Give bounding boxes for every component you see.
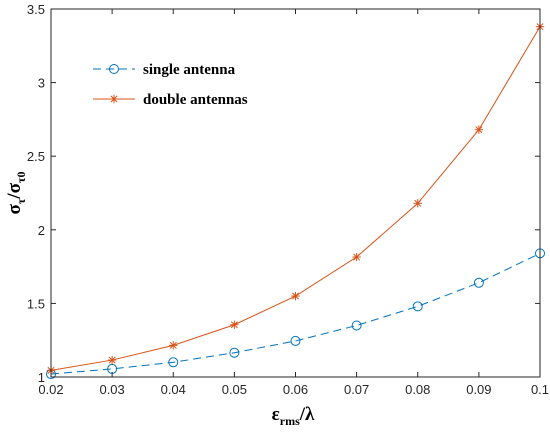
data-point-asterisk xyxy=(230,320,239,329)
y-axis-label: στ/στ0 xyxy=(4,171,28,214)
asterisk-stroke xyxy=(108,356,116,364)
asterisk-stroke xyxy=(475,126,483,134)
y-label-slash: / xyxy=(4,193,25,200)
x-label-epsilon: ε xyxy=(272,404,280,425)
legend-label-double: double antennas xyxy=(143,92,248,108)
data-point-circle xyxy=(351,320,362,331)
y-tick-label: 3.5 xyxy=(27,2,45,17)
y-tick-label: 2.5 xyxy=(27,149,45,164)
x-tick-label: 0.02 xyxy=(38,382,63,397)
asterisk-stroke xyxy=(291,292,300,300)
legend-marker-circle-icon xyxy=(109,64,119,74)
data-point-circle xyxy=(229,347,240,358)
data-point-circle xyxy=(290,335,301,346)
legend-label-single: single antenna xyxy=(143,62,236,78)
series-double-antennas xyxy=(46,22,545,375)
data-point-asterisk xyxy=(413,199,422,208)
x-tick-label: 0.03 xyxy=(99,382,124,397)
x-tick-label: 0.09 xyxy=(466,382,491,397)
x-label-sub: rms xyxy=(280,414,300,428)
ticks-layer: 0.02 0.03 0.04 0.05 0.06 0.07 0.08 0.09 0.1 1 1.5 2… xyxy=(27,2,549,397)
y-label-sub-1: τ xyxy=(14,198,28,204)
legend-marker-asterisk-icon xyxy=(109,94,119,104)
data-point-asterisk xyxy=(291,291,300,301)
data-point-asterisk xyxy=(107,355,117,365)
asterisk-stroke xyxy=(169,341,177,349)
y-tick-label: 1 xyxy=(38,370,45,385)
series-line xyxy=(50,252,541,375)
x-tick-label: 0.05 xyxy=(222,382,247,397)
x-tick-label: 0.07 xyxy=(344,382,369,397)
asterisk-stroke xyxy=(353,253,361,261)
y-tick-label: 3 xyxy=(38,76,45,91)
asterisk-stroke xyxy=(414,199,422,207)
x-tick-label: 0.08 xyxy=(405,382,430,397)
y-tick-label: 2 xyxy=(38,223,45,238)
data-point-circle xyxy=(168,357,179,368)
x-label-tail: /λ xyxy=(299,404,315,425)
x-tick-label: 0.1 xyxy=(531,382,549,397)
data-point-asterisk xyxy=(352,252,361,262)
legend-circle xyxy=(109,64,119,74)
x-axis-label: εrms/λ xyxy=(272,404,315,428)
x-tick-label: 0.04 xyxy=(161,382,186,397)
legend: single antenna double antennas xyxy=(93,62,248,108)
legend-asterisk xyxy=(109,94,119,104)
data-point-circle xyxy=(473,277,484,288)
x-tick-label: 0.06 xyxy=(283,382,308,397)
y-label-sigma-1: σ xyxy=(4,204,25,215)
data-point-asterisk xyxy=(169,341,178,350)
y-tick-label: 1.5 xyxy=(27,296,45,311)
asterisk-stroke xyxy=(110,95,118,103)
plot-area xyxy=(51,9,540,377)
y-label-sigma-2: σ xyxy=(4,182,25,193)
asterisk-stroke xyxy=(230,321,238,329)
y-label-sub-2: τ0 xyxy=(14,171,28,183)
data-point-asterisk xyxy=(474,125,484,134)
data-point-circle xyxy=(412,301,423,312)
